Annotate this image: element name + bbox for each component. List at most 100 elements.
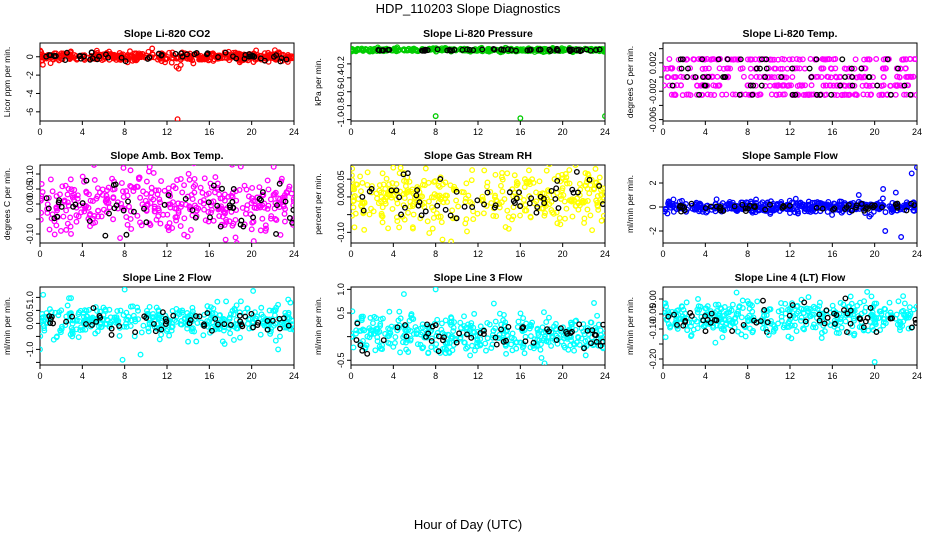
- highlight-point: [429, 323, 436, 330]
- highlight-point: [839, 56, 846, 63]
- data-point: [464, 228, 470, 235]
- highlight-point: [201, 322, 208, 329]
- panel-2: Slope Li-820 Pressure kPa per min. 0 4 8 12 16…: [313, 28, 610, 137]
- outlier-point: [432, 113, 439, 120]
- data-point: [266, 307, 273, 314]
- data-point: [540, 309, 547, 316]
- highlight-point: [259, 189, 266, 196]
- highlight-point: [578, 47, 585, 54]
- data-point: [387, 340, 394, 347]
- data-point: [207, 56, 214, 63]
- data-point: [814, 199, 821, 206]
- data-point: [499, 176, 506, 183]
- data-point: [773, 206, 780, 213]
- data-point: [728, 56, 735, 63]
- data-point: [543, 319, 550, 326]
- data-point: [433, 332, 440, 339]
- data-points: [351, 44, 605, 121]
- data-point: [352, 330, 359, 337]
- highlight-point: [912, 316, 917, 323]
- data-point: [431, 191, 438, 198]
- highlight-point: [210, 182, 217, 189]
- highlight-point: [159, 309, 166, 316]
- data-point: [98, 213, 105, 220]
- x-tick-label: 0: [660, 249, 665, 259]
- data-point: [739, 297, 746, 304]
- data-point: [429, 225, 436, 232]
- data-point: [395, 47, 402, 54]
- data-point: [191, 328, 198, 335]
- data-point: [811, 199, 818, 206]
- data-point: [568, 198, 575, 205]
- highlight-point: [671, 311, 677, 318]
- highlight-point: [824, 314, 831, 321]
- data-point: [782, 300, 789, 307]
- data-point: [123, 188, 130, 195]
- highlight-point: [238, 217, 245, 224]
- data-point: [407, 328, 414, 335]
- data-point: [358, 46, 365, 53]
- data-point: [372, 347, 379, 354]
- highlight-point: [685, 65, 691, 72]
- data-point: [268, 213, 275, 220]
- highlight-point: [45, 205, 52, 212]
- data-point: [536, 178, 543, 185]
- data-point: [216, 213, 223, 219]
- data-point: [690, 56, 697, 63]
- data-points: [663, 165, 917, 240]
- data-point: [117, 235, 124, 241]
- outlier-point: [275, 346, 282, 353]
- data-point: [589, 227, 596, 234]
- data-point: [237, 334, 243, 341]
- data-point: [801, 65, 808, 72]
- highlight-point: [236, 312, 243, 319]
- data-point: [58, 307, 65, 314]
- data-point: [131, 316, 138, 323]
- data-point: [166, 332, 173, 339]
- data-point: [43, 320, 50, 326]
- data-point: [530, 179, 537, 186]
- outlier-point: [892, 189, 899, 196]
- highlight-point: [165, 192, 172, 199]
- data-point: [173, 205, 180, 212]
- y-tick-label: 0.10: [25, 165, 35, 183]
- highlight-point: [396, 194, 403, 201]
- data-point: [588, 319, 595, 326]
- x-tick-label: 12: [785, 249, 795, 259]
- x-tick-label: 12: [785, 127, 795, 137]
- data-point: [387, 330, 394, 337]
- highlight-point: [196, 313, 203, 320]
- data-point: [537, 346, 544, 353]
- data-point: [505, 225, 512, 232]
- highlight-point: [250, 214, 257, 221]
- highlight-point: [802, 318, 809, 325]
- data-point: [237, 298, 244, 305]
- data-point: [447, 319, 453, 326]
- data-point: [540, 329, 547, 336]
- highlight-point: [474, 197, 481, 204]
- data-point: [187, 56, 194, 63]
- panel-3: Slope Li-820 Temp. degrees C per min. 0 4 8 1…: [625, 28, 922, 137]
- x-tick-label: 24: [289, 127, 299, 137]
- highlight-point: [230, 186, 237, 192]
- data-point: [488, 200, 495, 206]
- highlight-point: [227, 321, 234, 328]
- data-point: [410, 211, 417, 218]
- data-point: [197, 55, 204, 62]
- data-point: [875, 315, 882, 322]
- data-point: [705, 65, 712, 72]
- data-point: [769, 56, 776, 63]
- highlight-point: [217, 223, 224, 230]
- data-point: [896, 318, 903, 325]
- data-point: [259, 215, 266, 222]
- data-point: [401, 178, 407, 184]
- data-point: [186, 176, 193, 183]
- data-point: [380, 181, 387, 188]
- panel-6: Slope Sample Flow ml/min per min. 0 4 8 12 16 2…: [625, 150, 922, 259]
- data-point: [756, 207, 762, 214]
- highlight-point: [761, 307, 768, 313]
- data-point: [584, 185, 591, 192]
- data-point: [771, 74, 778, 81]
- data-point: [882, 209, 889, 216]
- highlight-point: [534, 204, 541, 210]
